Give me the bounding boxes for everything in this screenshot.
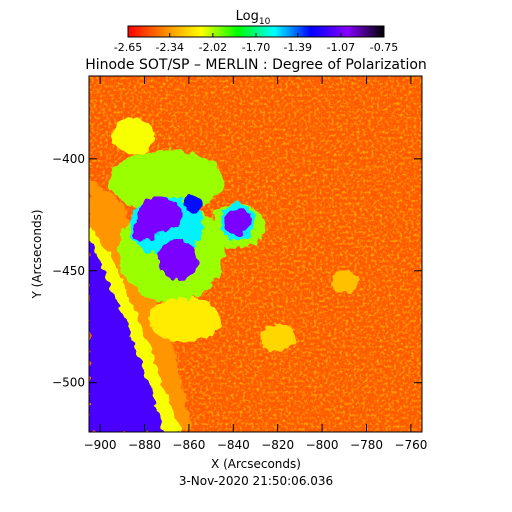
y-tick-label: −400 bbox=[52, 152, 85, 166]
observation-timestamp: 3-Nov-2020 21:50:06.036 bbox=[179, 474, 333, 488]
colorbar-tick-label: -1.70 bbox=[242, 41, 270, 54]
colorbar-title-base: Log bbox=[236, 9, 259, 24]
y-tick-label: −450 bbox=[52, 264, 85, 278]
x-axis: −900 −880 −860 −840 −820 −800 −780 −760 bbox=[84, 76, 427, 452]
x-tick-label: −820 bbox=[261, 438, 294, 452]
spot-east bbox=[224, 208, 252, 235]
y-tick-label: −500 bbox=[52, 376, 85, 390]
x-tick-label: −880 bbox=[128, 438, 161, 452]
plage-patch-nw bbox=[111, 118, 156, 155]
colorbar-ticks: -2.65 -2.34 -2.02 -1.70 -1.39 -1.07 -0.75 bbox=[114, 33, 398, 54]
plage-patch-se bbox=[259, 324, 296, 352]
heatmap-features bbox=[89, 118, 358, 432]
spot-west-core bbox=[133, 219, 156, 242]
x-tick-label: −860 bbox=[172, 438, 205, 452]
plot-area bbox=[89, 76, 422, 432]
colorbar: Log10 -2.65 -2.34 -2.02 -1.70 -1.39 -1.07 -0.7… bbox=[114, 9, 398, 54]
x-tick-label: −900 bbox=[84, 438, 117, 452]
colorbar-tick-label: -2.65 bbox=[114, 41, 142, 54]
spot-west-south bbox=[157, 239, 198, 280]
colorbar-title-sub: 10 bbox=[259, 17, 271, 27]
plage-patch-far bbox=[330, 270, 358, 294]
y-axis-label: Y (Arcseconds) bbox=[30, 209, 44, 299]
colorbar-tick-label: -1.07 bbox=[327, 41, 355, 54]
y-axis: −400 −450 −500 bbox=[52, 152, 422, 390]
pore-north bbox=[184, 194, 203, 213]
chart-title: Hinode SOT/SP – MERLIN : Degree of Polar… bbox=[85, 57, 427, 73]
x-tick-label: −760 bbox=[394, 438, 427, 452]
plot-frame bbox=[88, 75, 423, 433]
x-tick-label: −780 bbox=[350, 438, 383, 452]
colorbar-tick-label: -2.02 bbox=[199, 41, 227, 54]
colorbar-tick-label: -0.75 bbox=[370, 41, 398, 54]
colorbar-tick-label: -1.39 bbox=[284, 41, 312, 54]
colorbar-title: Log10 bbox=[236, 9, 271, 27]
colorbar-tick-label: -2.34 bbox=[156, 41, 184, 54]
x-axis-label: X (Arcseconds) bbox=[211, 457, 301, 471]
x-tick-label: −840 bbox=[217, 438, 250, 452]
off-limb-region bbox=[89, 239, 165, 432]
plage-tail bbox=[148, 297, 220, 343]
x-tick-label: −800 bbox=[306, 438, 339, 452]
